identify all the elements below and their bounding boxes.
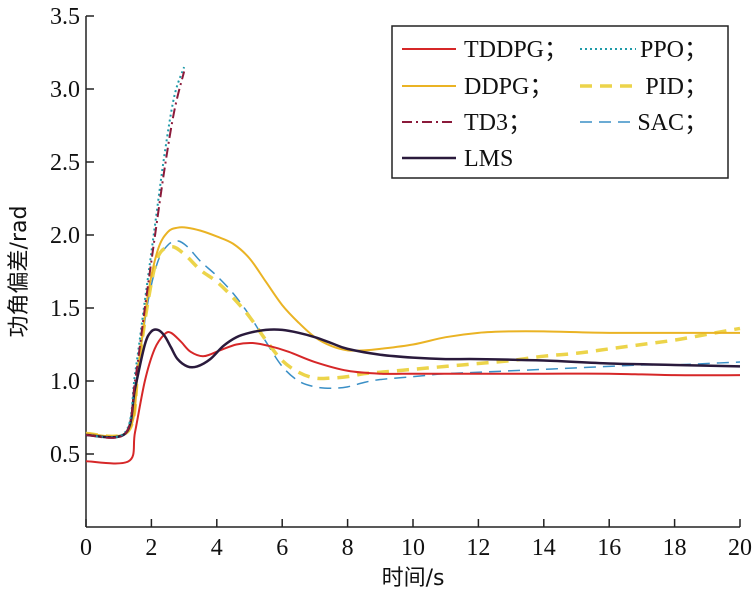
legend-label-sac: SAC； [637, 110, 708, 136]
legend: TDDPG； PPO； DDPG； PID； TD3； SAC； LMS [391, 25, 729, 179]
legend-label-ppo: PPO； [640, 37, 708, 63]
y-tick-label: 2.0 [50, 223, 80, 249]
series-line-td3 [85, 71, 186, 439]
series-line-ddpg [85, 226, 740, 438]
y-tick-label: 1.0 [50, 369, 80, 395]
x-tick-label: 4 [211, 535, 223, 561]
y-tick-label: 3.0 [50, 77, 80, 103]
series-line-pid [85, 244, 741, 439]
x-tick-label: 6 [276, 535, 288, 561]
x-axis-label: 时间/s [382, 566, 445, 591]
x-tick-label: 12 [466, 535, 490, 561]
x-tick-label: 10 [401, 535, 425, 561]
y-tick-label: 0.5 [50, 442, 80, 468]
plot-area [85, 66, 741, 465]
series-line-sac [85, 240, 741, 438]
axes: 0 2 4 6 8 10 12 14 16 18 20 0.5 1.0 1.5 2.0 2.5 3.0 3.5 [50, 4, 752, 561]
x-tick-label: 2 [145, 535, 157, 561]
x-tick-label: 8 [342, 535, 354, 561]
legend-label-tddpg: TDDPG； [464, 37, 568, 63]
legend-label-td3: TD3； [464, 110, 532, 136]
y-tick-label: 3.5 [50, 4, 80, 30]
series-line-ppo [85, 66, 186, 439]
legend-label-ddpg: DDPG； [464, 74, 553, 100]
legend-label-lms: LMS [464, 146, 513, 172]
series-line-tddpg [85, 331, 741, 465]
x-tick-label: 14 [532, 535, 556, 561]
x-tick-label: 20 [728, 535, 752, 561]
y-tick-label: 2.5 [50, 150, 80, 176]
x-tick-label: 0 [80, 535, 92, 561]
legend-box [391, 25, 729, 179]
x-tick-label: 18 [663, 535, 687, 561]
series-line-lms [85, 328, 741, 439]
y-axis-label: 功角偏差/rad [7, 206, 32, 338]
y-tick-label: 1.5 [50, 296, 80, 322]
legend-label-pid: PID； [645, 74, 708, 100]
x-tick-label: 16 [597, 535, 621, 561]
